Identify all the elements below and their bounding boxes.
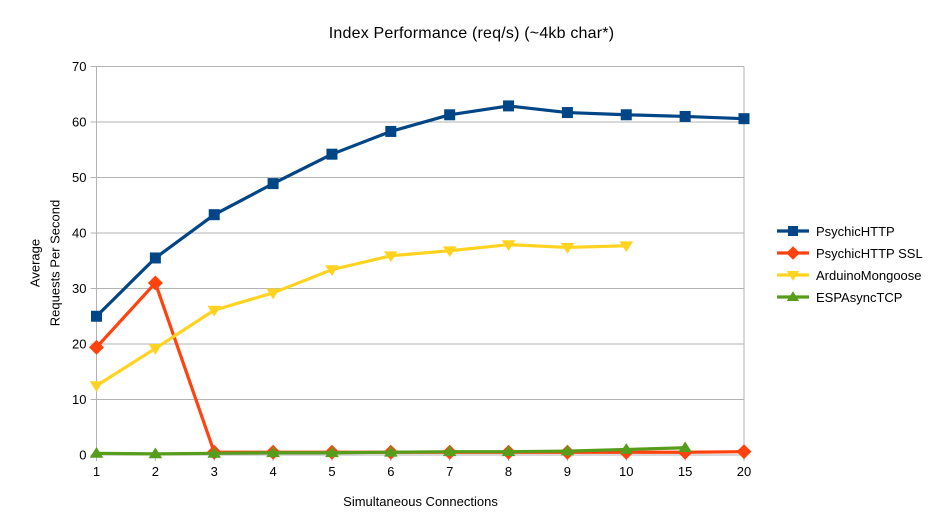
legend-label: ArduinoMongoose — [816, 267, 922, 283]
svg-text:2: 2 — [152, 464, 159, 479]
legend: PsychicHTTP PsychicHTTP SSL ArduinoMongo… — [777, 223, 923, 305]
legend-marker-diamond-icon — [777, 246, 809, 260]
svg-text:10: 10 — [72, 392, 86, 407]
y-axis-title: Average Requests Per Second — [26, 200, 65, 326]
legend-label: ESPAsyncTCP — [816, 289, 903, 305]
y-axis-title-line-1: Average — [27, 238, 43, 288]
svg-text:20: 20 — [737, 464, 751, 479]
svg-text:10: 10 — [619, 464, 633, 479]
legend-marker-triangle-up-icon — [777, 290, 809, 304]
svg-text:1: 1 — [93, 464, 100, 479]
svg-text:50: 50 — [72, 170, 86, 185]
legend-label: PsychicHTTP — [816, 223, 895, 239]
svg-text:7: 7 — [446, 464, 453, 479]
y-axis-title-line-2: Requests Per Second — [47, 199, 62, 327]
svg-text:4: 4 — [269, 464, 276, 479]
svg-text:9: 9 — [564, 464, 571, 479]
svg-text:20: 20 — [72, 337, 86, 352]
svg-text:70: 70 — [72, 59, 86, 74]
chart-title: Index Performance (req/s) (~4kb char*) — [328, 25, 615, 42]
legend-marker-square-icon — [777, 224, 809, 238]
legend-marker-triangle-down-icon — [777, 268, 809, 282]
svg-text:15: 15 — [678, 464, 692, 479]
legend-item-psychichttp: PsychicHTTP — [777, 223, 923, 239]
svg-text:5: 5 — [328, 464, 335, 479]
svg-text:40: 40 — [72, 226, 86, 241]
svg-text:30: 30 — [72, 281, 86, 296]
svg-text:8: 8 — [505, 464, 512, 479]
svg-text:0: 0 — [79, 448, 86, 463]
legend-item-psychichttp-ssl: PsychicHTTP SSL — [777, 245, 923, 261]
legend-item-espasynctcp: ESPAsyncTCP — [777, 289, 923, 305]
legend-label: PsychicHTTP SSL — [816, 245, 923, 261]
legend-item-arduinomongoose: ArduinoMongoose — [777, 267, 923, 283]
svg-text:6: 6 — [387, 464, 394, 479]
x-axis-title: Simultaneous Connections — [343, 494, 498, 509]
svg-text:3: 3 — [211, 464, 218, 479]
svg-text:60: 60 — [72, 115, 86, 130]
